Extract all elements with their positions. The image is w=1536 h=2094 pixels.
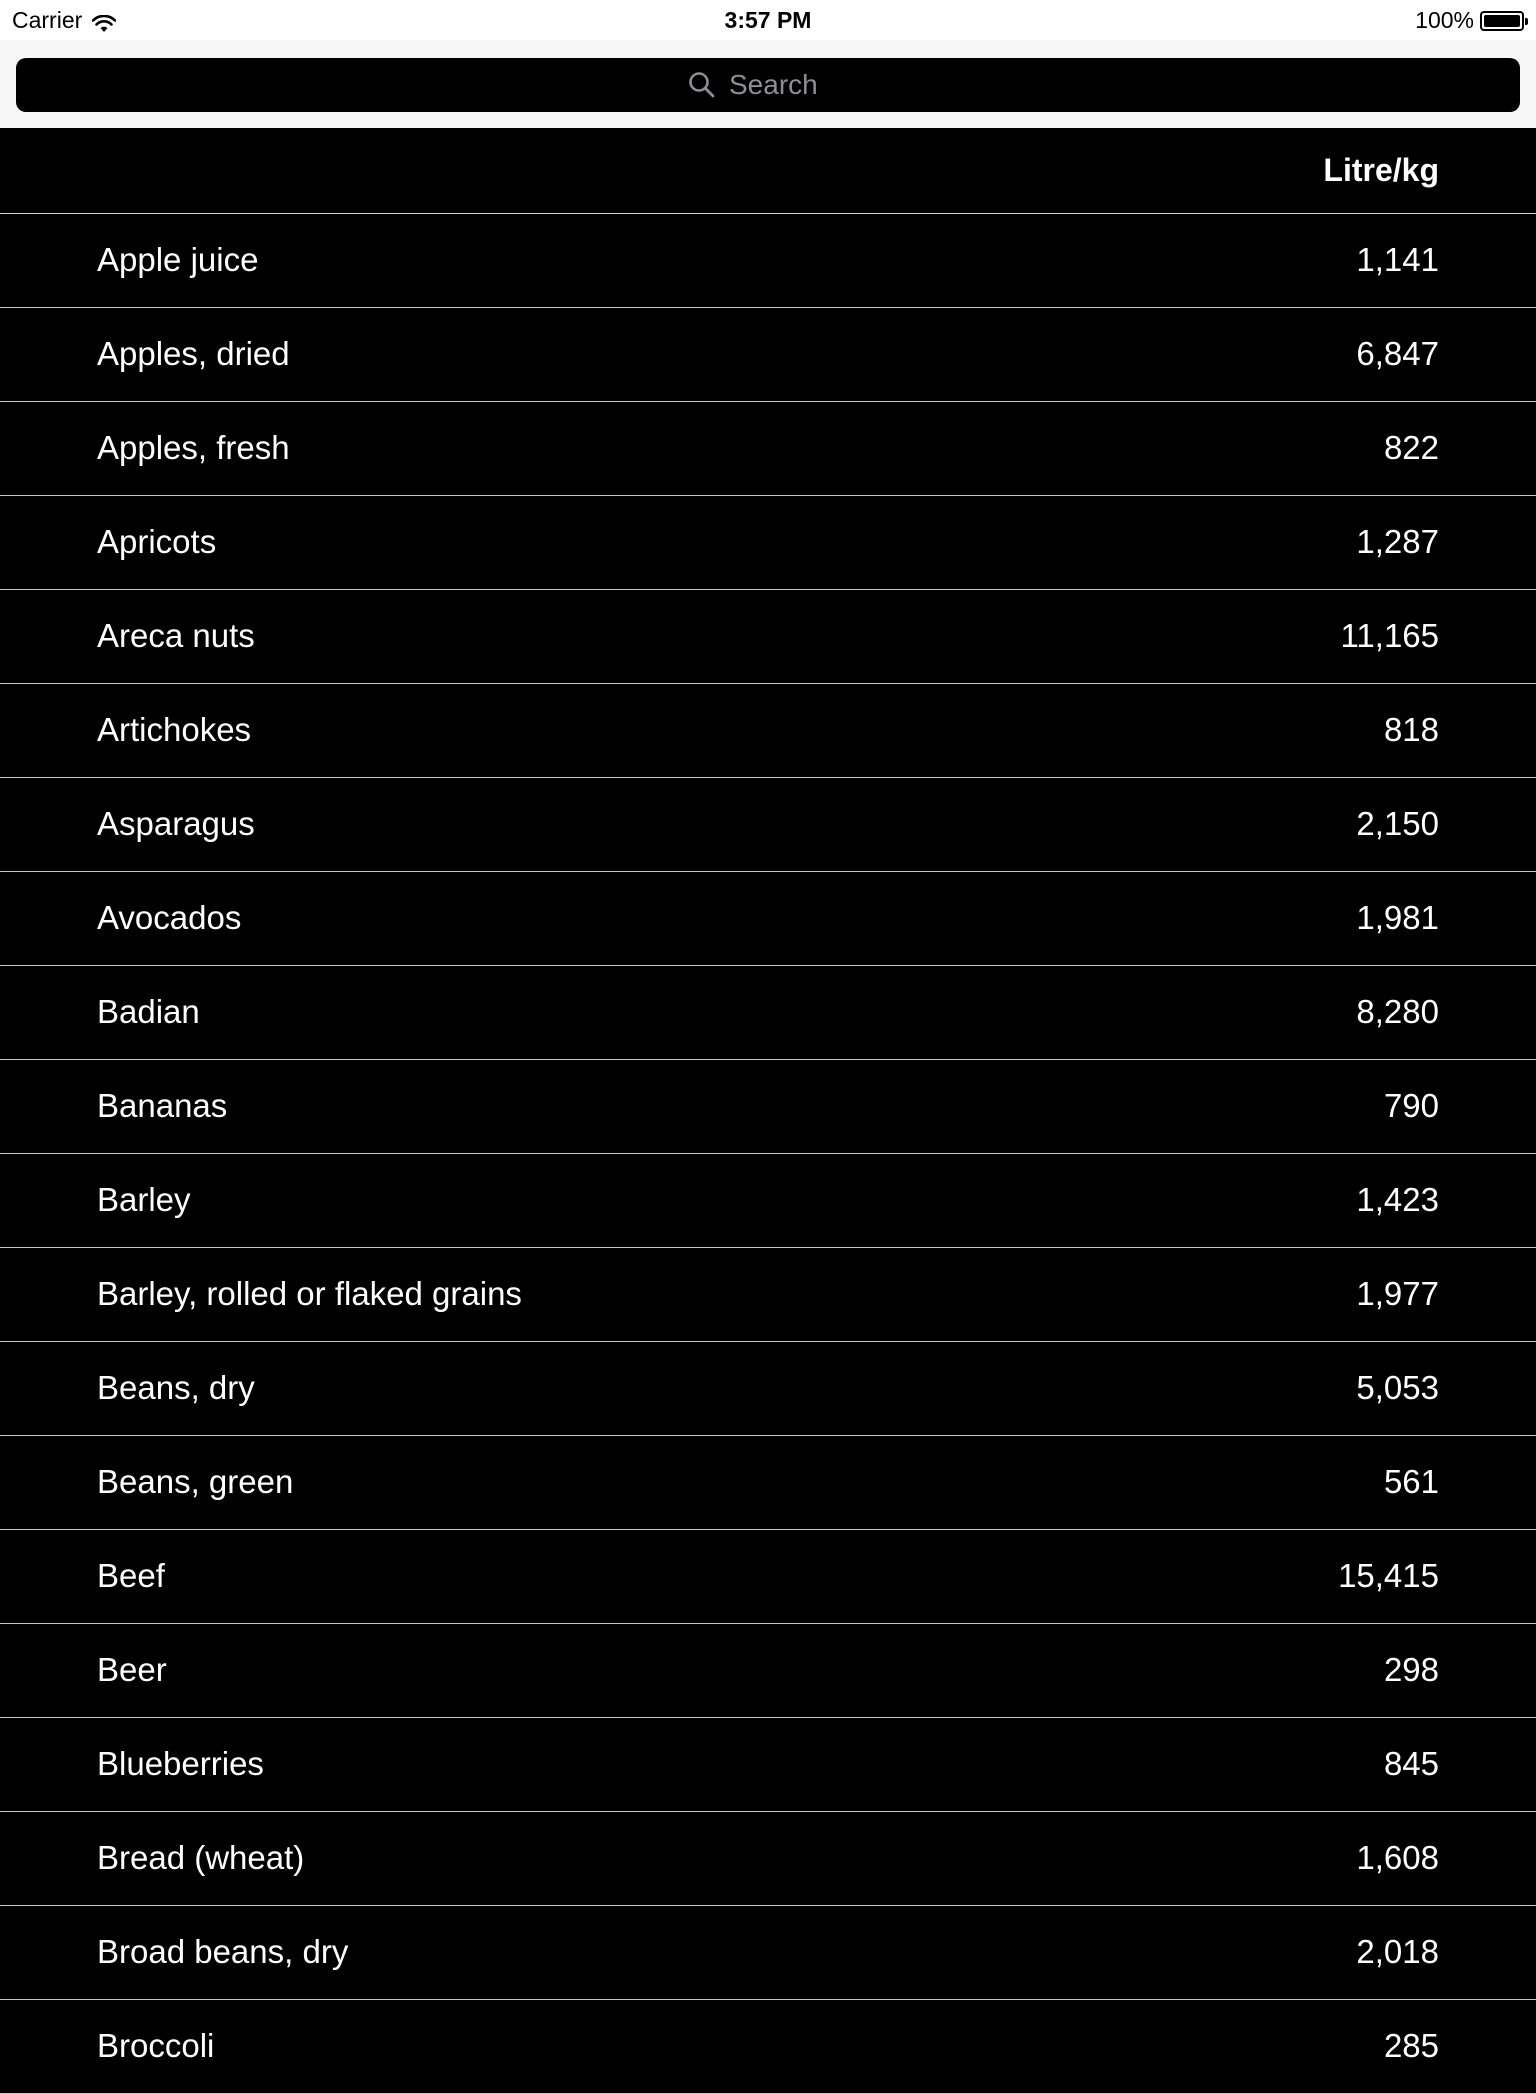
row-name: Bread (wheat) xyxy=(97,1839,305,1876)
row-value: 1,287 xyxy=(1356,523,1439,560)
status-right: 100% xyxy=(1415,7,1528,34)
row-name: Beans, green xyxy=(97,1463,294,1500)
row-value: 1,423 xyxy=(1356,1181,1439,1218)
row-name: Areca nuts xyxy=(97,617,255,654)
table-row[interactable]: Badian 8,280 xyxy=(0,966,1536,1060)
row-value: 790 xyxy=(1383,1087,1439,1124)
row-name: Broad beans, dry xyxy=(97,1933,349,1970)
row-value: 5,053 xyxy=(1356,1369,1439,1406)
row-name: Barley xyxy=(97,1181,191,1218)
row-value: 2,150 xyxy=(1356,805,1439,842)
row-name: Apple juice xyxy=(97,241,259,278)
row-name: Beef xyxy=(97,1557,165,1594)
row-name: Asparagus xyxy=(97,805,255,842)
battery-icon xyxy=(1480,10,1528,31)
row-name: Beer xyxy=(97,1651,167,1688)
table-row[interactable]: Broccoli 285 xyxy=(0,2000,1536,2094)
row-name: Barley, rolled or flaked grains xyxy=(97,1275,522,1312)
search-input[interactable] xyxy=(729,69,849,101)
search-box[interactable] xyxy=(16,58,1520,112)
status-bar: Carrier 3:57 PM 100% xyxy=(0,0,1536,40)
table-row[interactable]: Broad beans, dry 2,018 xyxy=(0,1906,1536,2000)
row-value: 1,977 xyxy=(1356,1275,1439,1312)
table-header: Litre/kg xyxy=(0,128,1536,214)
row-name: Apricots xyxy=(97,523,217,560)
table-row[interactable]: Artichokes 818 xyxy=(0,684,1536,778)
table-row[interactable]: Asparagus 2,150 xyxy=(0,778,1536,872)
row-name: Apples, fresh xyxy=(97,429,290,466)
row-value: 2,018 xyxy=(1356,1933,1439,1970)
row-value: 845 xyxy=(1383,1745,1439,1782)
food-list: Apple juice 1,141 Apples, dried 6,847 Apples… xyxy=(0,214,1536,2094)
table-row[interactable]: Barley 1,423 xyxy=(0,1154,1536,1248)
row-name: Apples, dried xyxy=(97,335,290,372)
table-row[interactable]: Beans, dry 5,053 xyxy=(0,1342,1536,1436)
column-header-litre-kg: Litre/kg xyxy=(1323,152,1439,188)
row-name: Artichokes xyxy=(97,711,252,748)
row-value: 11,165 xyxy=(1340,617,1439,654)
status-left: Carrier xyxy=(12,7,117,34)
table-row[interactable]: Apples, fresh 822 xyxy=(0,402,1536,496)
row-value: 1,141 xyxy=(1356,241,1439,278)
battery-fill xyxy=(1484,14,1520,27)
row-name: Blueberries xyxy=(97,1745,264,1782)
row-value: 818 xyxy=(1383,711,1439,748)
table-row[interactable]: Apricots 1,287 xyxy=(0,496,1536,590)
table-row[interactable]: Areca nuts 11,165 xyxy=(0,590,1536,684)
row-value: 1,981 xyxy=(1356,899,1439,936)
table-row[interactable]: Bananas 790 xyxy=(0,1060,1536,1154)
row-name: Broccoli xyxy=(97,2027,215,2064)
row-value: 822 xyxy=(1383,429,1439,466)
carrier-label: Carrier xyxy=(12,7,83,33)
wifi-icon xyxy=(91,12,117,32)
table-row[interactable]: Avocados 1,981 xyxy=(0,872,1536,966)
table-row[interactable]: Apples, dried 6,847 xyxy=(0,308,1536,402)
row-value: 1,608 xyxy=(1356,1839,1439,1876)
status-time: 3:57 PM xyxy=(724,7,812,33)
row-value: 298 xyxy=(1383,1651,1439,1688)
search-icon xyxy=(687,70,717,100)
row-value: 6,847 xyxy=(1356,335,1439,372)
row-value: 561 xyxy=(1383,1463,1439,1500)
table-row[interactable]: Beans, green 561 xyxy=(0,1436,1536,1530)
table-row[interactable]: Bread (wheat) 1,608 xyxy=(0,1812,1536,1906)
table-row[interactable]: Blueberries 845 xyxy=(0,1718,1536,1812)
row-value: 8,280 xyxy=(1356,993,1439,1030)
row-name: Bananas xyxy=(97,1087,228,1124)
battery-percent: 100% xyxy=(1415,7,1474,33)
row-value: 15,415 xyxy=(1338,1557,1439,1594)
table-row[interactable]: Apple juice 1,141 xyxy=(0,214,1536,308)
row-name: Beans, dry xyxy=(97,1369,255,1406)
table-row[interactable]: Beef 15,415 xyxy=(0,1530,1536,1624)
table-row[interactable]: Barley, rolled or flaked grains 1,977 xyxy=(0,1248,1536,1342)
row-name: Badian xyxy=(97,993,200,1030)
row-value: 285 xyxy=(1383,2027,1439,2064)
search-bar-container xyxy=(0,40,1536,128)
table-row[interactable]: Beer 298 xyxy=(0,1624,1536,1718)
row-name: Avocados xyxy=(97,899,242,936)
